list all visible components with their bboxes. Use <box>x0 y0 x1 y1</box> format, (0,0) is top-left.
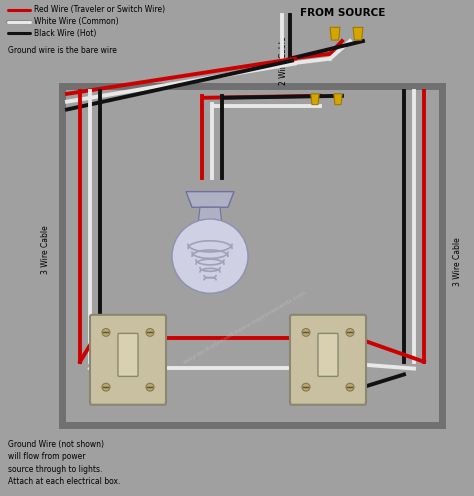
Text: White Wire (Common): White Wire (Common) <box>34 17 118 26</box>
Text: 3 Wire Cable: 3 Wire Cable <box>454 238 463 286</box>
Text: FROM SOURCE: FROM SOURCE <box>300 7 385 18</box>
Polygon shape <box>334 94 342 105</box>
Text: 3 Wire Cable: 3 Wire Cable <box>42 225 51 274</box>
Circle shape <box>172 219 248 293</box>
Circle shape <box>102 383 110 391</box>
Polygon shape <box>330 27 340 40</box>
Polygon shape <box>353 27 363 40</box>
Circle shape <box>346 383 354 391</box>
Circle shape <box>302 328 310 336</box>
Circle shape <box>346 328 354 336</box>
Polygon shape <box>186 191 234 207</box>
Circle shape <box>146 328 154 336</box>
Text: 2 Wire Cable: 2 Wire Cable <box>280 36 289 85</box>
Polygon shape <box>311 94 319 105</box>
Text: Black Wire (Hot): Black Wire (Hot) <box>34 29 96 38</box>
Text: easy-do-it-yourself-home-improvements.com: easy-do-it-yourself-home-improvements.co… <box>182 290 308 365</box>
Circle shape <box>146 383 154 391</box>
Polygon shape <box>198 207 222 225</box>
Circle shape <box>102 328 110 336</box>
Circle shape <box>302 383 310 391</box>
Text: Ground wire is the bare wire: Ground wire is the bare wire <box>8 46 117 55</box>
FancyBboxPatch shape <box>118 333 138 376</box>
Bar <box>62 86 442 425</box>
Text: Ground Wire (not shown)
will flow from power
source through to lights.
Attach at: Ground Wire (not shown) will flow from p… <box>8 440 120 487</box>
FancyBboxPatch shape <box>290 315 366 405</box>
FancyBboxPatch shape <box>90 315 166 405</box>
FancyBboxPatch shape <box>318 333 338 376</box>
Text: Red Wire (Traveler or Switch Wire): Red Wire (Traveler or Switch Wire) <box>34 5 165 14</box>
